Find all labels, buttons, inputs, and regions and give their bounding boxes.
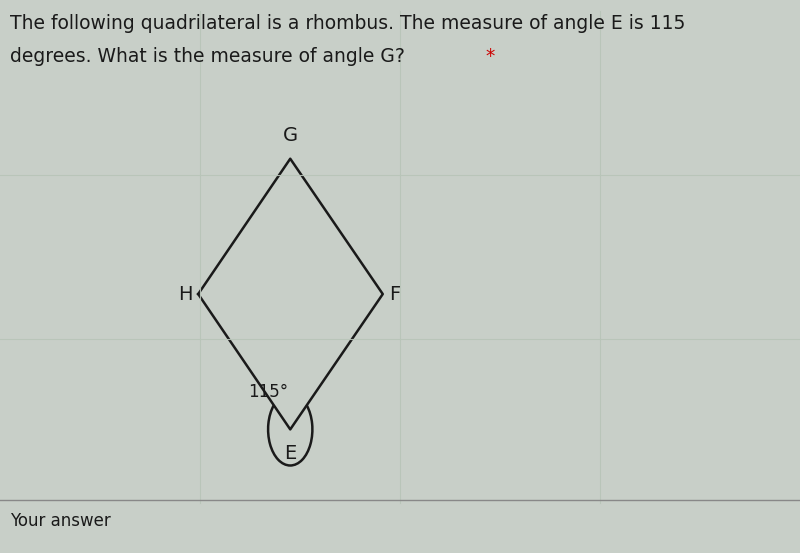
Text: G: G [282, 126, 298, 145]
Text: F: F [389, 285, 400, 304]
Text: E: E [284, 444, 296, 463]
Text: degrees. What is the measure of angle G?: degrees. What is the measure of angle G? [10, 47, 410, 66]
Text: 115°: 115° [248, 383, 288, 401]
Text: *: * [486, 47, 495, 66]
Text: The following quadrilateral is a rhombus. The measure of angle E is 115: The following quadrilateral is a rhombus… [10, 14, 685, 33]
Text: Your answer: Your answer [10, 512, 110, 530]
Text: H: H [178, 285, 192, 304]
